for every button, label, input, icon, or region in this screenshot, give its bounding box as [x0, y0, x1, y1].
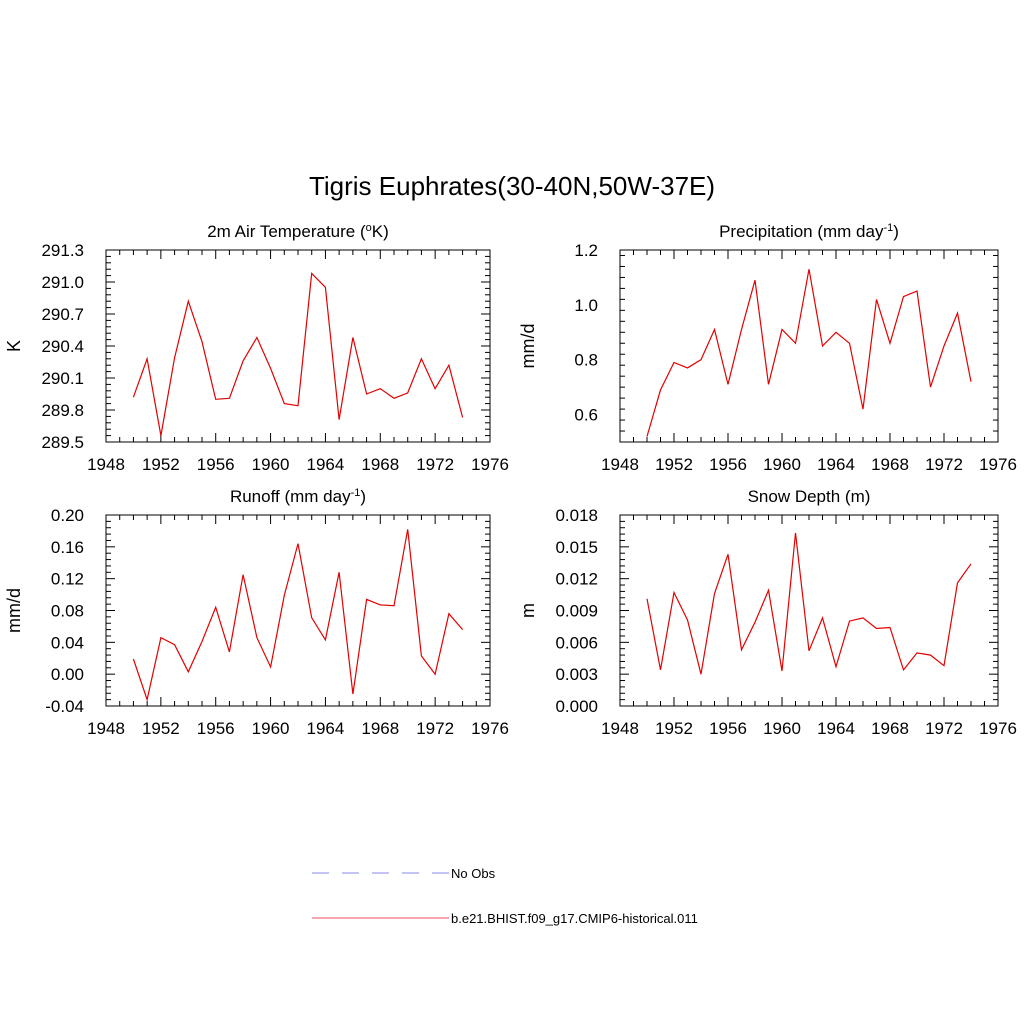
series-line: [132, 272, 464, 436]
y-tick-label: 291.3: [41, 241, 84, 260]
y-tick-label: 1.0: [574, 296, 598, 315]
x-tick-label: 1972: [925, 455, 963, 474]
y-tick-label: 0.018: [555, 506, 598, 525]
panel-title-text: Runoff (mm day: [230, 487, 351, 506]
x-tick-label: 1976: [979, 455, 1017, 474]
legend-label: No Obs: [451, 866, 496, 881]
x-tick-label: 1968: [361, 719, 399, 738]
y-tick-label: 0.20: [51, 506, 84, 525]
panel-title-text: 2m Air Temperature (: [207, 222, 366, 241]
y-tick-label: 0.12: [51, 570, 84, 589]
figure-title: Tigris Euphrates(30-40N,50W-37E): [309, 171, 715, 201]
plot-frame: [619, 249, 999, 443]
x-tick-label: 1948: [601, 455, 639, 474]
x-tick-label: 1956: [197, 719, 235, 738]
y-axis-label: K: [4, 340, 24, 352]
panel-title: Snow Depth (m): [748, 487, 871, 506]
y-tick-label: 291.0: [41, 273, 84, 292]
y-tick-label: 289.5: [41, 433, 84, 452]
x-tick-label: 1968: [871, 455, 909, 474]
panel-title-text: Precipitation (mm day: [719, 222, 884, 241]
x-tick-label: 1960: [763, 719, 801, 738]
x-tick-label: 1964: [307, 455, 345, 474]
panel-title-superscript: -1: [883, 222, 893, 234]
panel-title-superscript: o: [366, 222, 372, 234]
y-axis-label: mm/d: [4, 588, 24, 633]
panel-title-suffix: ): [893, 222, 899, 241]
y-tick-label: 0.003: [555, 665, 598, 684]
y-tick-label: 290.7: [41, 305, 84, 324]
y-tick-label: 0.8: [574, 351, 598, 370]
legend-label: b.e21.BHIST.f09_g17.CMIP6-historical.011: [451, 911, 698, 926]
y-tick-label: 0.04: [51, 633, 84, 652]
y-tick-label: 0.006: [555, 633, 598, 652]
x-tick-label: 1968: [871, 719, 909, 738]
x-tick-label: 1952: [655, 719, 693, 738]
y-tick-label: 0.00: [51, 665, 84, 684]
x-tick-label: 1960: [763, 455, 801, 474]
panel-title: Precipitation (mm day-1): [719, 222, 899, 241]
y-tick-label: 0.16: [51, 538, 84, 557]
x-tick-label: 1956: [709, 455, 747, 474]
x-tick-label: 1964: [307, 719, 345, 738]
y-axis-label: mm/d: [518, 324, 538, 369]
x-tick-label: 1948: [601, 719, 639, 738]
y-tick-label: 290.1: [41, 369, 84, 388]
x-tick-label: 1976: [471, 455, 509, 474]
x-tick-label: 1956: [197, 455, 235, 474]
x-tick-label: 1952: [142, 455, 180, 474]
y-tick-label: 0.009: [555, 602, 598, 621]
x-tick-label: 1952: [142, 719, 180, 738]
x-tick-label: 1960: [252, 455, 290, 474]
y-tick-label: 0.6: [574, 406, 598, 425]
x-tick-label: 1976: [471, 719, 509, 738]
y-tick-label: 0.000: [555, 697, 598, 716]
x-tick-label: 1956: [709, 719, 747, 738]
chart-panel-2: Precipitation (mm day-1) mm/d 1948 1952 1956…: [518, 222, 1017, 474]
legend-entry-2: b.e21.BHIST.f09_g17.CMIP6-historical.011: [312, 911, 698, 926]
panel-title-suffix: ): [360, 487, 366, 506]
plot-frame: [619, 514, 999, 707]
chart-panels: 2m Air Temperature (oK) K 1948 1952 1956 1960…: [4, 222, 1017, 738]
x-tick-label: 1952: [655, 455, 693, 474]
y-tick-label: 0.012: [555, 570, 598, 589]
x-tick-label: 1960: [252, 719, 290, 738]
chart-panel-4: Snow Depth (m) m 1948 1952 1956 1960 1964 1968 1…: [518, 487, 1017, 738]
panel-title-suffix: K): [372, 222, 389, 241]
chart-panel-1: 2m Air Temperature (oK) K 1948 1952 1956 1960…: [4, 222, 509, 474]
legend: No Obs b.e21.BHIST.f09_g17.CMIP6-historic…: [312, 866, 698, 926]
x-tick-label: 1972: [416, 719, 454, 738]
x-tick-label: 1948: [87, 455, 125, 474]
x-tick-label: 1964: [817, 719, 855, 738]
y-tick-label: -0.04: [45, 697, 84, 716]
panel-title: Runoff (mm day-1): [230, 487, 366, 506]
x-tick-label: 1964: [817, 455, 855, 474]
x-tick-label: 1948: [87, 719, 125, 738]
y-tick-label: 289.8: [41, 401, 84, 420]
plot-frame: [105, 249, 491, 443]
series-line: [132, 529, 464, 702]
x-tick-label: 1968: [361, 455, 399, 474]
y-tick-label: 0.08: [51, 602, 84, 621]
x-tick-label: 1972: [416, 455, 454, 474]
y-tick-label: 0.015: [555, 538, 598, 557]
y-tick-label: 1.2: [574, 241, 598, 260]
panel-title-text: Snow Depth (m): [748, 487, 871, 506]
x-tick-label: 1976: [979, 719, 1017, 738]
x-tick-label: 1972: [925, 719, 963, 738]
panel-title: 2m Air Temperature (oK): [207, 222, 389, 241]
series-line: [646, 532, 972, 675]
series-line: [646, 269, 972, 437]
panel-title-superscript: -1: [351, 487, 361, 499]
y-tick-label: 290.4: [41, 337, 84, 356]
y-axis-label: m: [518, 603, 538, 618]
legend-entry-1: No Obs: [312, 866, 496, 881]
chart-panel-3: Runoff (mm day-1) mm/d 1948 1952 1956 1960 196…: [4, 487, 509, 738]
